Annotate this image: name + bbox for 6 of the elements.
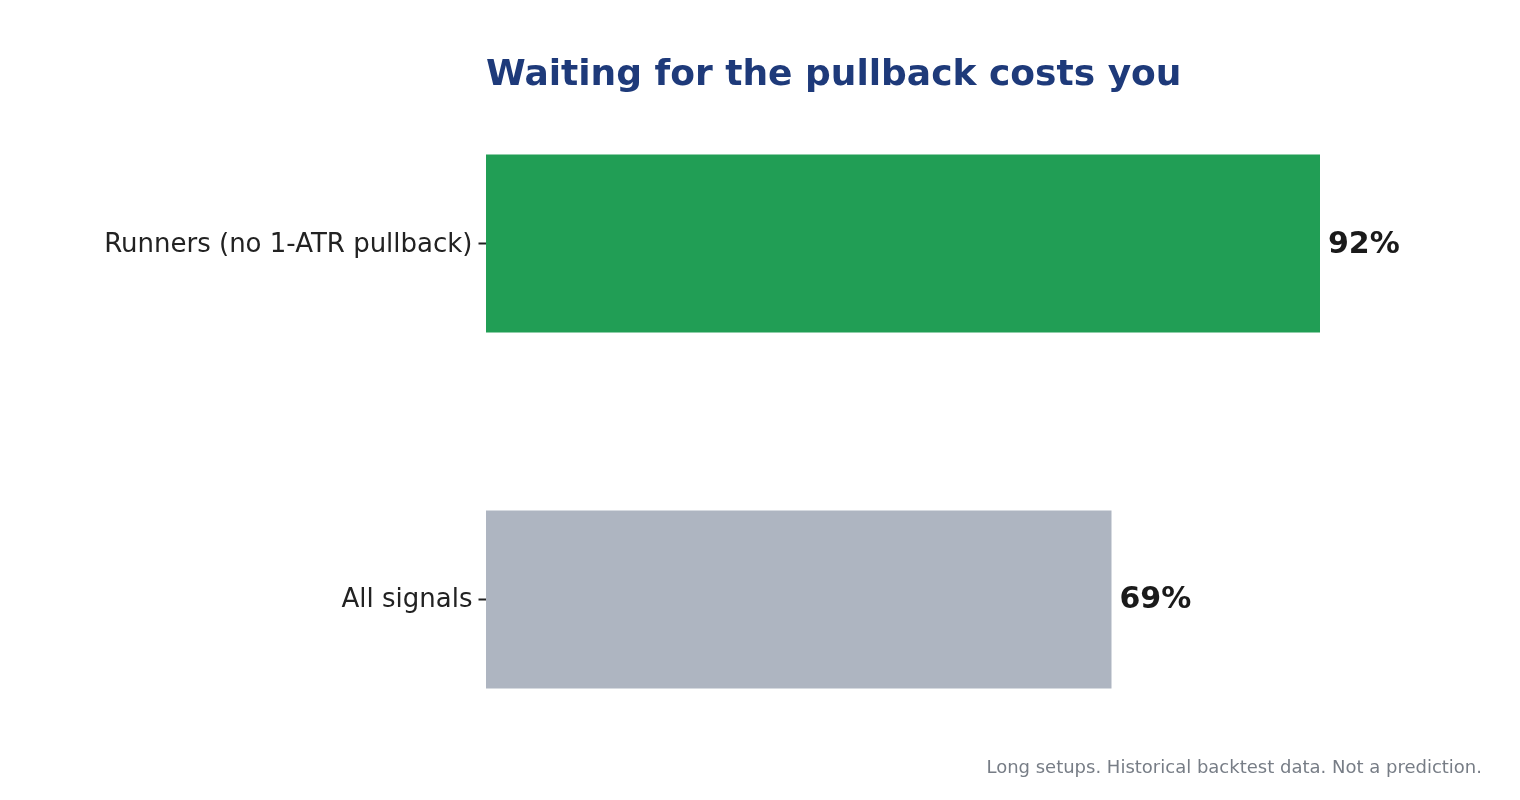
data-label: 92% [1328, 224, 1400, 260]
y-tick-label: All signals [341, 583, 473, 614]
annotation: Long setups. Historical backtest data. Not a prediction. [986, 756, 1482, 777]
data-label: 69% [1119, 580, 1192, 616]
chart-title: Waiting for the pullback costs you [486, 52, 1182, 93]
y-tick-label: Runners (no 1-ATR pullback) [104, 227, 473, 258]
